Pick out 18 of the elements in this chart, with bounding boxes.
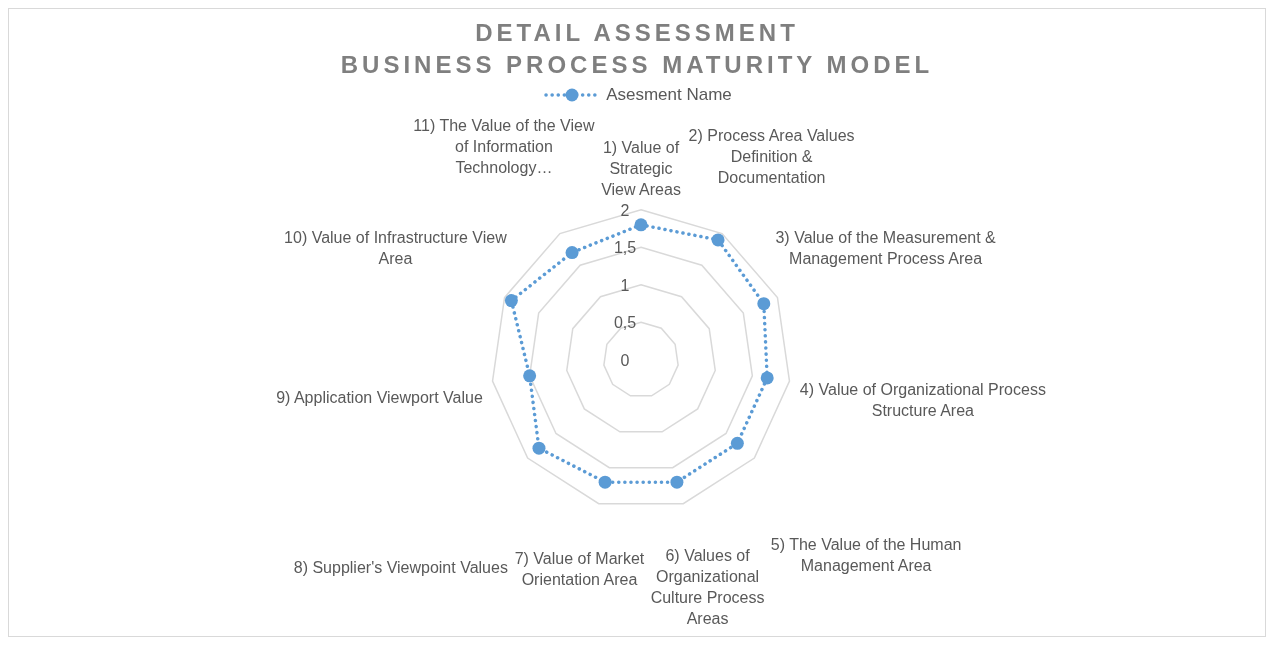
spoke-label: 3) Value of the Measurement & Management Process Area (775, 229, 997, 268)
y-tick-label: 0,5 (613, 314, 637, 332)
spoke-label: 1) Value of Strategic View Areas (601, 138, 681, 198)
spoke-label: 10) Value of Infrastructure View Area (284, 228, 508, 267)
spoke-label: 4) Value of Organizational Process Structure Area (799, 381, 1046, 420)
spoke-label: 5) The Value of the Human Management Area (770, 535, 962, 574)
legend-label: Asesment Name (605, 85, 732, 105)
spoke-label: 7) Value of Market Orientation Area (514, 550, 645, 589)
spoke-label: 9) Application Viewport Value (276, 388, 483, 406)
y-tick-label: 1,5 (613, 239, 637, 257)
spoke-label: 8) Supplier's Viewpoint Values (293, 559, 508, 577)
y-tick-label: 1 (620, 276, 630, 294)
y-tick-label: 0 (620, 351, 630, 369)
spoke-label: 11) The Value of the View of Information Technology… (413, 117, 595, 176)
spoke-label: 2) Process Area Values Definition & Documentation (688, 127, 855, 187)
spoke-label: 6) Values of Organizational Culture Process Areas (650, 546, 765, 627)
y-tick-label: 2 (620, 201, 630, 219)
chart-title: DETAIL ASSESSMENT BUSINESS PROCESS MATURITY MODEL (339, 18, 935, 80)
